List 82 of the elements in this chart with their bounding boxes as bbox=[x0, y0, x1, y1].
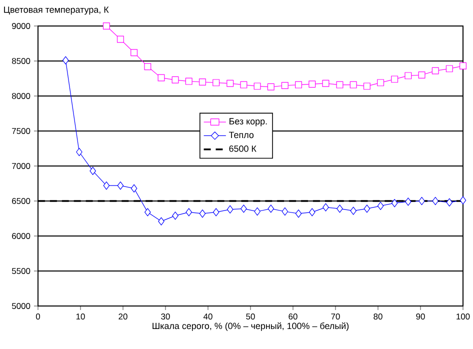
x-tick-label: 30 bbox=[161, 314, 170, 320]
x-tick-label: 90 bbox=[416, 314, 425, 320]
x-tick-label: 40 bbox=[203, 314, 212, 320]
point bbox=[144, 208, 151, 216]
x-tick-label: 10 bbox=[76, 314, 85, 320]
point bbox=[76, 148, 82, 156]
point bbox=[377, 79, 384, 86]
point bbox=[404, 72, 412, 80]
x-tick-label: 60 bbox=[288, 314, 298, 320]
point bbox=[350, 81, 357, 88]
point bbox=[212, 79, 220, 86]
point bbox=[199, 210, 206, 218]
y-tick-label: 5500 bbox=[12, 268, 30, 274]
point bbox=[212, 208, 220, 216]
point bbox=[144, 63, 152, 70]
x-tick-label: 100 bbox=[456, 314, 470, 320]
point bbox=[186, 208, 192, 216]
point bbox=[185, 78, 192, 85]
point bbox=[322, 203, 329, 212]
point bbox=[446, 198, 453, 206]
point bbox=[117, 182, 124, 190]
point bbox=[350, 206, 356, 215]
point bbox=[198, 78, 206, 86]
point bbox=[377, 202, 384, 210]
point bbox=[364, 204, 370, 213]
x-tick-label: 80 bbox=[374, 314, 382, 320]
point bbox=[336, 204, 343, 213]
point bbox=[446, 65, 453, 72]
point bbox=[90, 166, 96, 175]
point bbox=[295, 81, 302, 88]
point bbox=[418, 196, 425, 206]
point bbox=[102, 22, 110, 30]
y-tick-label: 7000 bbox=[12, 163, 30, 169]
point bbox=[391, 199, 398, 208]
point bbox=[240, 204, 247, 213]
point bbox=[254, 82, 261, 90]
y-tick-label: 9000 bbox=[12, 23, 30, 29]
point bbox=[391, 76, 398, 83]
point bbox=[418, 72, 426, 78]
point bbox=[240, 81, 248, 88]
y-tick-label: 8000 bbox=[12, 93, 30, 99]
point bbox=[405, 198, 412, 206]
point bbox=[282, 207, 288, 216]
point bbox=[116, 36, 124, 43]
x-tick-label: 70 bbox=[331, 314, 340, 320]
point bbox=[130, 184, 138, 192]
y-tick-label: 5000 bbox=[12, 303, 30, 309]
point bbox=[254, 207, 260, 216]
point bbox=[432, 196, 439, 206]
x-axis-title: Шкала серого, % (0% – черный, 100% – белый) bbox=[152, 322, 349, 331]
point bbox=[158, 74, 165, 82]
y-tick-label: 6500 bbox=[12, 198, 30, 204]
point bbox=[226, 80, 234, 87]
point bbox=[281, 82, 288, 89]
legend-label: Тепло bbox=[229, 132, 254, 138]
point bbox=[363, 82, 370, 90]
point bbox=[158, 217, 164, 226]
x-tick-label: 0 bbox=[36, 314, 40, 320]
y-tick-label: 6000 bbox=[12, 233, 30, 239]
point bbox=[267, 83, 274, 90]
point bbox=[268, 204, 274, 213]
point bbox=[432, 67, 439, 74]
y-axis-title: Цветовая температура, К bbox=[4, 6, 109, 15]
point bbox=[308, 80, 316, 88]
point bbox=[460, 62, 466, 70]
x-tick-label: 20 bbox=[118, 314, 128, 320]
point bbox=[295, 210, 302, 218]
point bbox=[103, 182, 110, 190]
point bbox=[172, 76, 179, 84]
point bbox=[460, 196, 466, 204]
point bbox=[322, 80, 330, 87]
legend-label: Без корр. bbox=[230, 118, 267, 126]
x-tick-label: 50 bbox=[246, 314, 255, 320]
point bbox=[172, 212, 178, 220]
y-tick-label: 8500 bbox=[12, 58, 30, 64]
y-tick-label: 7500 bbox=[12, 128, 30, 134]
point bbox=[226, 205, 234, 214]
point bbox=[308, 208, 316, 216]
legend-label: 6500 К bbox=[229, 145, 256, 152]
point bbox=[336, 81, 344, 88]
point bbox=[62, 56, 69, 64]
point bbox=[130, 49, 138, 56]
